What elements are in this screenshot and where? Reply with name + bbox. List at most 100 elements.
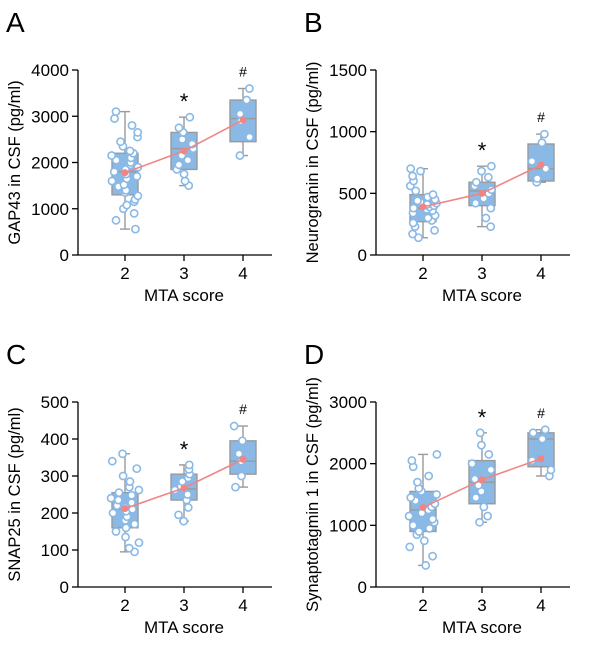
x-tick-label: 3	[179, 264, 188, 283]
data-point	[486, 161, 496, 171]
panel-a: A 0 1000 2000 3000 4000 2 3 4 MTA score GAP43 in C…	[0, 0, 297, 332]
y-tick-label: 3000	[329, 393, 367, 412]
x-axis-title: MTA score	[144, 618, 224, 637]
data-point	[174, 123, 184, 133]
x-tick-label: 3	[477, 596, 486, 615]
y-axis-title: Synaptotagmin 1 in CSF (pg/ml)	[304, 377, 322, 612]
x-tick-label: 4	[238, 264, 247, 283]
data-point	[132, 464, 142, 473]
significance-star: *	[478, 138, 487, 163]
data-point	[245, 84, 254, 93]
data-point	[471, 198, 480, 208]
significance-star: *	[180, 89, 189, 114]
data-point	[413, 196, 422, 206]
data-point	[118, 449, 127, 459]
data-point	[127, 121, 137, 130]
mean-marker	[478, 189, 486, 197]
data-point	[428, 514, 438, 524]
data-point	[183, 490, 193, 499]
data-point	[407, 456, 417, 465]
data-point	[127, 490, 137, 500]
data-point	[408, 520, 418, 530]
y-tick-label: 200	[41, 504, 69, 523]
significance-hash: #	[537, 109, 545, 125]
data-point	[134, 538, 144, 547]
data-point	[432, 450, 442, 459]
mean-marker	[180, 484, 188, 492]
mean-marker	[419, 503, 427, 511]
data-point	[107, 176, 117, 186]
data-point	[179, 169, 189, 179]
data-point	[432, 490, 441, 499]
data-point	[234, 449, 244, 459]
y-tick-label: 1000	[31, 200, 69, 219]
y-tick-label: 2000	[329, 455, 367, 474]
data-point	[133, 191, 143, 201]
y-axis-title: GAP43 in CSF (pg/ml)	[6, 80, 24, 244]
data-point	[406, 164, 416, 174]
data-point	[486, 203, 496, 213]
panel-label: B	[304, 7, 323, 38]
data-point	[235, 151, 245, 160]
data-point	[430, 225, 439, 235]
data-point	[111, 527, 121, 536]
data-point	[180, 176, 190, 186]
mean-marker	[180, 147, 188, 155]
data-point	[419, 536, 429, 546]
data-point	[106, 493, 116, 503]
y-tick-label: 0	[358, 578, 367, 597]
x-axis-title: MTA score	[442, 618, 522, 637]
data-point	[130, 519, 139, 529]
data-point	[237, 436, 247, 446]
y-tick-label: 300	[41, 467, 69, 486]
data-point	[477, 166, 486, 176]
data-point	[110, 114, 119, 123]
data-point	[475, 428, 485, 438]
mean-marker	[121, 169, 129, 177]
y-tick-label: 400	[41, 430, 69, 449]
y-tick-label: 0	[60, 246, 69, 265]
data-point	[131, 224, 140, 234]
data-point	[408, 171, 418, 181]
y-tick-label: 500	[339, 184, 367, 203]
data-point	[479, 502, 489, 512]
data-point	[471, 177, 481, 187]
data-point	[411, 186, 421, 196]
data-point	[486, 222, 496, 232]
data-point	[113, 495, 123, 505]
data-point	[235, 109, 245, 119]
y-tick-label: 4000	[31, 61, 69, 80]
data-point	[428, 551, 438, 561]
x-tick-label: 4	[238, 596, 247, 615]
y-tick-label: 100	[41, 541, 69, 560]
data-point	[245, 132, 254, 142]
y-tick-label: 0	[60, 578, 69, 597]
data-point	[237, 471, 246, 481]
data-point	[114, 488, 124, 498]
mean-marker	[419, 203, 427, 211]
data-point	[134, 485, 144, 495]
data-point	[129, 208, 139, 218]
data-point	[174, 510, 183, 520]
y-tick-label: 1000	[329, 516, 367, 535]
data-point	[486, 465, 496, 475]
data-point	[484, 450, 494, 459]
y-axis-title: SNAP25 in CSF (pg/ml)	[6, 407, 24, 581]
data-point	[527, 156, 537, 166]
x-tick-label: 3	[477, 264, 486, 283]
x-tick-label: 2	[120, 596, 129, 615]
data-point	[174, 160, 184, 170]
data-point	[537, 434, 547, 444]
data-point	[185, 112, 195, 122]
data-point	[406, 493, 416, 502]
data-point	[414, 527, 424, 536]
y-tick-label: 3000	[31, 107, 69, 126]
data-point	[183, 503, 193, 512]
data-point	[532, 174, 542, 183]
chart-d: D 0 1000 2000 3000 2 3 4 MTA score Synaptotagmin …	[304, 339, 570, 637]
data-point	[242, 95, 252, 105]
panel-d: D 0 1000 2000 3000 2 3 4 MTA score Synaptotagmin …	[298, 332, 595, 664]
data-point	[133, 128, 143, 137]
panel-label: A	[6, 7, 25, 38]
data-point	[408, 218, 418, 228]
